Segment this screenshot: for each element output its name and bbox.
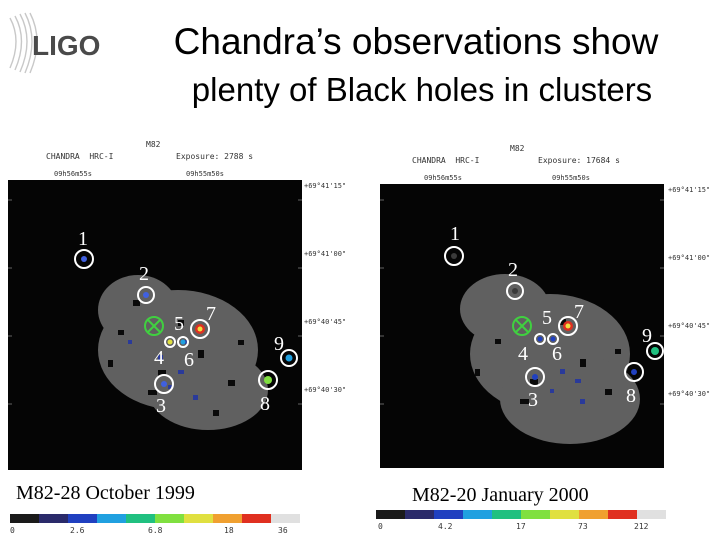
colorbar-segment	[242, 514, 271, 523]
source-label-4: 4	[518, 343, 528, 365]
colorbar-segment	[521, 510, 550, 519]
colorbar-2000	[376, 510, 666, 519]
source-label-5: 5	[542, 307, 552, 329]
source-circle-1	[74, 249, 94, 269]
colorbar-segment	[376, 510, 405, 519]
title-line-2: plenty of Black holes in clusters	[191, 71, 653, 108]
source-circle-9	[646, 342, 664, 360]
colorbar-tick: 2.6	[70, 526, 85, 535]
source-circle-5	[164, 336, 176, 348]
colorbar-segment	[579, 510, 608, 519]
dec-label-2: +69°41'00"	[304, 250, 347, 258]
dec-label-1: +69°41'15"	[304, 182, 347, 190]
colorbar-segment	[155, 514, 184, 523]
source-circle-6	[547, 333, 559, 345]
source-circle-8	[258, 370, 278, 390]
caption-1999: M82-28 October 1999	[10, 480, 201, 507]
source-circle-7	[558, 316, 578, 336]
xray-image-1999: 1 2 3 4 5 6 7 8 9	[8, 180, 302, 470]
source-label-2: 2	[508, 259, 518, 281]
colorbar-segment	[213, 514, 242, 523]
dec-label-1: +69°41'15"	[668, 186, 711, 194]
ra-label-left: 09h56m55s	[54, 170, 92, 178]
source-circle-1	[444, 246, 464, 266]
source-label-7: 7	[574, 301, 584, 323]
colorbar-segment	[550, 510, 579, 519]
source-label-5: 5	[174, 313, 184, 335]
ligo-logo-text: LIGO	[32, 30, 100, 61]
xray-image-2000-graphic: 1 2 3 4 5 6 7 8 9	[380, 199, 664, 444]
source-label-1: 1	[450, 223, 460, 245]
panel-exposure-label: Exposure: 2788 s	[176, 152, 254, 161]
dec-label-4: +69°40'30"	[304, 386, 347, 394]
source-label-3: 3	[528, 389, 538, 411]
colorbar-segment	[271, 514, 300, 523]
source-label-8: 8	[626, 385, 636, 407]
source-circle-7	[190, 319, 210, 339]
source-circle-9	[280, 349, 298, 367]
source-label-4: 4	[154, 347, 164, 369]
source-circle-8	[624, 362, 644, 382]
source-label-6: 6	[184, 349, 194, 371]
source-circle-5	[534, 333, 546, 345]
colorbar-segment	[492, 510, 521, 519]
panel-object-label: M82	[510, 144, 525, 153]
panel-exposure-label: Exposure: 17684 s	[538, 156, 620, 165]
title-line-1: Chandra’s observations show	[173, 21, 659, 62]
ra-label-right: 09h55m50s	[186, 170, 224, 178]
dec-label-2: +69°41'00"	[668, 254, 711, 262]
source-circle-6	[177, 336, 189, 348]
source-circle-2	[137, 286, 155, 304]
caption-2000: M82-20 January 2000	[408, 482, 593, 509]
colorbar-segment	[405, 510, 434, 519]
panel-object-label: M82	[146, 140, 161, 149]
ligo-logo: LIGO	[8, 10, 136, 76]
source-circle-2	[506, 282, 524, 300]
source-circle-3	[525, 367, 545, 387]
source-label-3: 3	[156, 395, 166, 417]
colorbar-segment	[97, 514, 126, 523]
galaxy-center-marker	[512, 316, 532, 336]
source-label-9: 9	[642, 325, 652, 347]
colorbar-tick: 212	[634, 522, 649, 531]
source-circle-3	[154, 374, 174, 394]
source-label-6: 6	[552, 343, 562, 365]
panel-instrument-label: CHANDRA HRC-I	[412, 156, 480, 165]
panel-instrument-label: CHANDRA HRC-I	[46, 152, 114, 161]
colorbar-segment	[39, 514, 68, 523]
colorbar-tick: 4.2	[438, 522, 453, 531]
colorbar-tick: 0	[378, 522, 383, 531]
ra-label-left: 09h56m55s	[424, 174, 462, 182]
dec-label-3: +69°40'45"	[304, 318, 347, 326]
dec-label-3: +69°40'45"	[668, 322, 711, 330]
colorbar-tick: 0	[10, 526, 15, 535]
colorbar-segment	[10, 514, 39, 523]
colorbar-tick: 17	[516, 522, 526, 531]
slide-title: Chandra’s observations show plenty of Bl…	[136, 20, 696, 112]
colorbar-segment	[126, 514, 155, 523]
colorbar-segment	[463, 510, 492, 519]
colorbar-segment	[608, 510, 637, 519]
galaxy-center-marker	[144, 316, 164, 336]
ligo-logo-graphic: LIGO	[9, 12, 100, 74]
colorbar-tick: 6.8	[148, 526, 163, 535]
source-label-1: 1	[78, 228, 88, 250]
colorbar-segment	[184, 514, 213, 523]
source-label-8: 8	[260, 393, 270, 415]
colorbar-tick: 36	[278, 526, 288, 535]
source-label-7: 7	[206, 303, 216, 325]
colorbar-segment	[637, 510, 666, 519]
source-label-9: 9	[274, 333, 284, 355]
colorbar-segment	[434, 510, 463, 519]
xray-image-2000: 1 2 3 4 5 6 7 8 9	[380, 184, 664, 468]
ra-label-right: 09h55m50s	[552, 174, 590, 182]
colorbar-segment	[68, 514, 97, 523]
dec-label-4: +69°40'30"	[668, 390, 711, 398]
colorbar-tick: 73	[578, 522, 588, 531]
source-label-2: 2	[139, 263, 149, 285]
colorbar-1999	[10, 514, 300, 523]
colorbar-tick: 18	[224, 526, 234, 535]
xray-image-1999-graphic: 1 2 3 4 5 6 7 8 9	[8, 199, 302, 430]
